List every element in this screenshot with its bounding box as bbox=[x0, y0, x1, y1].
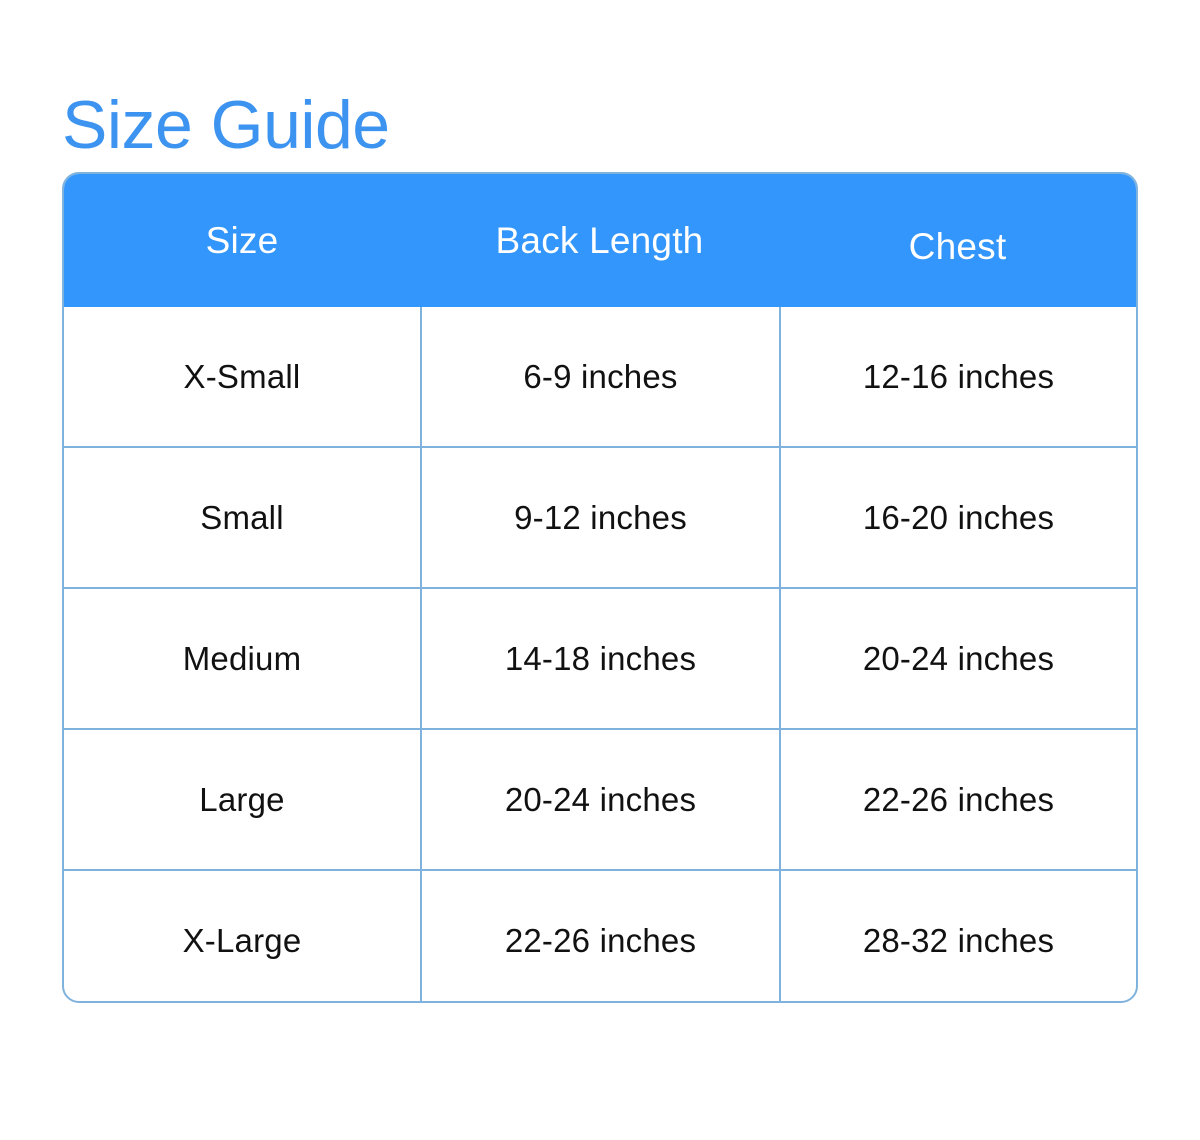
cell-chest: 20-24 inches bbox=[779, 589, 1136, 728]
cell-back-length: 6-9 inches bbox=[420, 307, 779, 446]
column-header-back-length: Back Length bbox=[495, 220, 704, 261]
table-header-row: Size Back Length Chest bbox=[64, 174, 1136, 307]
table-body: X-Small 6-9 inches 12-16 inches Small 9-… bbox=[64, 307, 1136, 1001]
cell-size: X-Large bbox=[182, 921, 302, 959]
cell-size: Large bbox=[199, 780, 285, 818]
cell-chest: 16-20 inches bbox=[779, 448, 1136, 587]
cell-size: Small bbox=[200, 498, 284, 536]
cell-size: X-Small bbox=[183, 357, 301, 395]
cell-back-length: 9-12 inches bbox=[420, 448, 779, 587]
table-row: X-Large 22-26 inches 28-32 inches bbox=[64, 869, 1136, 1001]
cell-size: Medium bbox=[182, 639, 302, 677]
cell-chest: 12-16 inches bbox=[779, 307, 1136, 446]
column-header-chest: Chest bbox=[908, 226, 1007, 267]
cell-chest: 28-32 inches bbox=[779, 871, 1136, 1001]
cell-back-length: 22-26 inches bbox=[420, 871, 779, 1001]
column-header-size: Size bbox=[205, 220, 279, 261]
cell-chest: 22-26 inches bbox=[779, 730, 1136, 869]
page-title: Size Guide bbox=[62, 86, 390, 163]
table-row: X-Small 6-9 inches 12-16 inches bbox=[64, 307, 1136, 446]
table-row: Small 9-12 inches 16-20 inches bbox=[64, 446, 1136, 587]
cell-back-length: 14-18 inches bbox=[420, 589, 779, 728]
table-row: Large 20-24 inches 22-26 inches bbox=[64, 728, 1136, 869]
cell-back-length: 20-24 inches bbox=[420, 730, 779, 869]
table-row: Medium 14-18 inches 20-24 inches bbox=[64, 587, 1136, 728]
size-guide-table: Size Back Length Chest X-Small 6-9 inche… bbox=[62, 172, 1138, 1003]
